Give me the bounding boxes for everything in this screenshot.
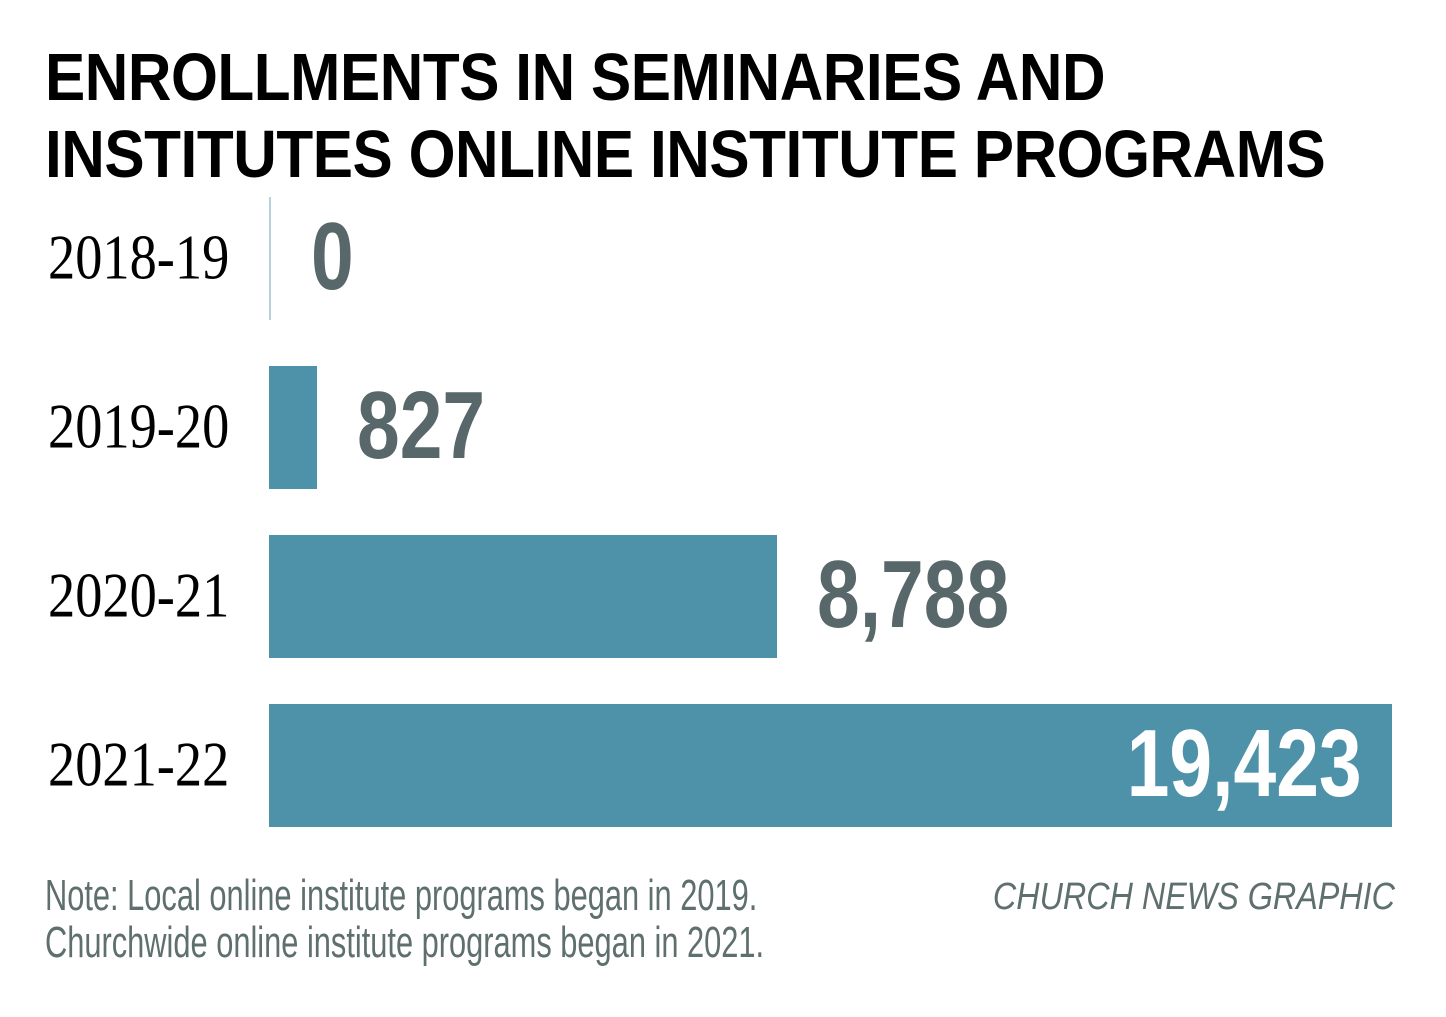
chart-row: 2019-20 827: [0, 366, 1446, 489]
chart-row: 2021-22 19,423: [0, 704, 1446, 827]
chart-row: 2018-19 0: [0, 197, 1446, 320]
chart-title-line1: ENROLLMENTS IN SEMINARIES AND: [45, 40, 1106, 115]
value-label: 8,788: [817, 540, 1010, 648]
bar: [269, 366, 317, 489]
chart-row: 2020-21 8,788: [0, 535, 1446, 658]
bar: [269, 535, 777, 658]
value-label: 0: [311, 202, 354, 310]
category-label: 2019-20: [48, 390, 230, 462]
zero-axis-line: [269, 197, 271, 320]
value-label: 19,423: [1127, 709, 1362, 817]
category-label: 2021-22: [48, 728, 230, 800]
chart-title: ENROLLMENTS IN SEMINARIES AND INSTITUTES…: [45, 39, 1326, 193]
value-label: 827: [357, 371, 486, 479]
attribution-credit: CHURCH NEWS GRAPHIC: [993, 876, 1395, 918]
footnote-line2: Churchwide online institute programs beg…: [45, 918, 765, 967]
category-label: 2020-21: [48, 559, 230, 631]
footnote: Note: Local online institute programs be…: [45, 872, 764, 966]
footnote-line1: Note: Local online institute programs be…: [45, 871, 758, 920]
chart-title-line2: INSTITUTES ONLINE INSTITUTE PROGRAMS: [45, 117, 1326, 192]
category-label: 2018-19: [48, 221, 230, 293]
bar: [269, 704, 1392, 827]
